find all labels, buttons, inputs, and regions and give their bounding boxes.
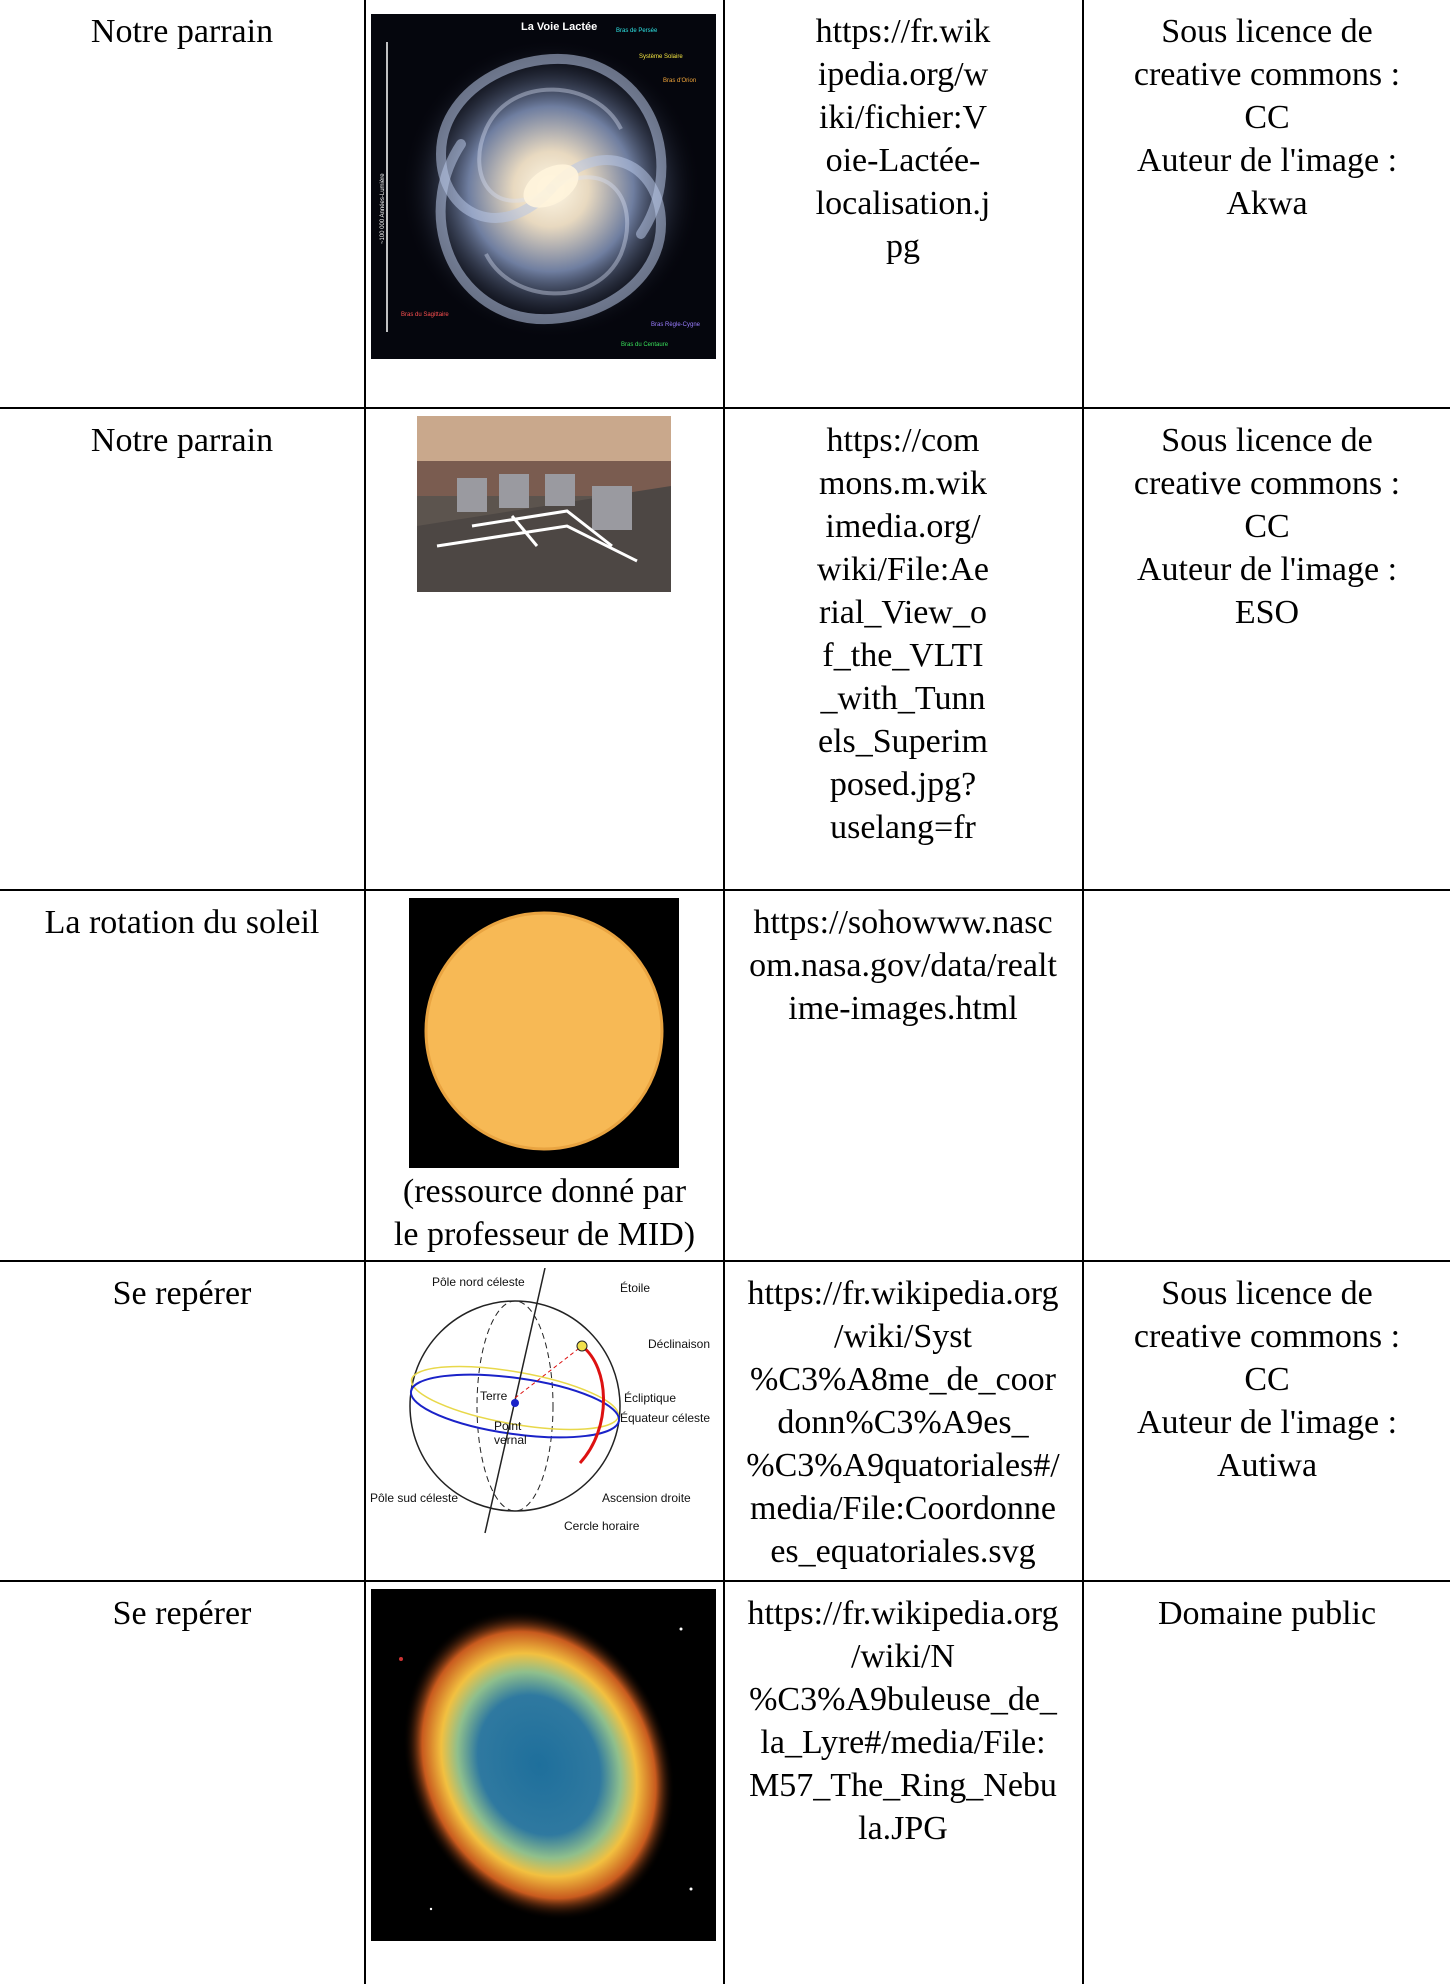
vlt-aerial-image (417, 416, 671, 592)
label-vernal-point-2: vernal (494, 1433, 527, 1447)
sun-image-caption: (ressource donné par le professeur de MI… (393, 1173, 696, 1253)
label-orion: Bras d'Orion (663, 78, 696, 84)
column-divider (723, 0, 725, 1984)
scale-label: ~100 000 Années-Lumière (380, 173, 386, 244)
row3-source-url: https://sohowww.nasc om.nasa.gov/data/re… (749, 904, 1057, 1027)
row5-license: Domaine public (1157, 1595, 1377, 1632)
row2-license: Sous licence de creative commons : CC Au… (1133, 422, 1401, 631)
sun-image (409, 898, 679, 1168)
label-north-pole: Pôle nord céleste (432, 1275, 525, 1289)
label-south-pole: Pôle sud céleste (370, 1491, 458, 1505)
row2-source-url: https://com mons.m.wik imedia.org/ wiki/… (817, 422, 989, 846)
row5-source-url: https://fr.wikipedia.org /wiki/N %C3%A9b… (747, 1595, 1059, 1847)
label-declination: Déclinaison (648, 1337, 710, 1351)
label-hour-circle: Cercle horaire (564, 1519, 640, 1533)
row-divider (0, 1260, 1450, 1262)
label-right-ascension: Ascension droite (602, 1491, 691, 1505)
row4-topic: Se repérer (112, 1275, 252, 1312)
label-vernal-point-1: Point (494, 1419, 522, 1433)
row3-license (1084, 891, 1450, 901)
row4-source-url: https://fr.wikipedia.org /wiki/Syst %C3%… (746, 1275, 1060, 1570)
row3-topic: La rotation du soleil (44, 904, 320, 941)
row-divider (0, 407, 1450, 409)
row-divider (0, 1580, 1450, 1582)
milky-way-title: La Voie Lactée (521, 21, 597, 33)
label-star: Étoile (620, 1280, 650, 1295)
row1-source-url: https://fr.wik ipedia.org/w iki/fichier:… (815, 13, 991, 265)
row1-topic: Notre parrain (90, 13, 274, 50)
label-sagittarius: Bras du Sagittaire (401, 312, 449, 318)
label-earth: Terre (480, 1389, 508, 1403)
label-ecliptic: Écliptique (624, 1390, 676, 1405)
equatorial-coordinates-diagram: Pôle nord céleste Étoile Déclinaison Écl… (370, 1268, 716, 1538)
ring-nebula-image (371, 1589, 716, 1941)
milky-way-image: La Voie Lactée Bras de Persée Système So… (371, 14, 716, 359)
column-divider (1082, 0, 1084, 1984)
row4-license: Sous licence de creative commons : CC Au… (1133, 1275, 1401, 1484)
label-celestial-equator: Équateur céleste (620, 1410, 710, 1425)
label-norma-cygnus: Bras Règle-Cygne (651, 322, 701, 328)
row-divider (0, 889, 1450, 891)
label-solar-system: Système Solaire (639, 54, 683, 60)
label-perseus: Bras de Persée (616, 28, 658, 34)
label-centaurus: Bras du Centaure (621, 342, 669, 348)
column-divider (364, 0, 366, 1984)
row2-topic: Notre parrain (90, 422, 274, 459)
row1-license: Sous licence de creative commons : CC Au… (1133, 13, 1401, 222)
row5-topic: Se repérer (112, 1595, 252, 1632)
